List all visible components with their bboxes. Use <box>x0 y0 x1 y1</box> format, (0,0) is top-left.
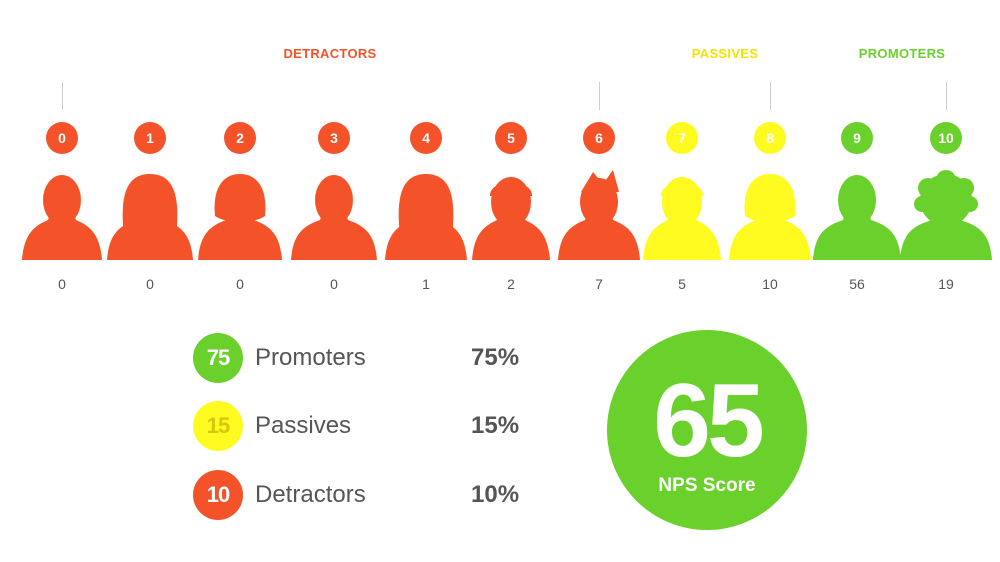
person-male-icon <box>22 175 102 260</box>
legend-row-detractors: 10 Detractors 10% <box>193 470 519 520</box>
person-curly-hair-icon <box>900 170 992 260</box>
legend-row-passives: 15 Passives 15% <box>193 401 519 451</box>
score-badge-2: 2 <box>224 122 256 154</box>
detractors-percentage: 10% <box>471 481 520 508</box>
person-male-short-hair-icon <box>472 177 550 260</box>
promoters-bracket-end <box>946 82 947 110</box>
detractors-count-circle: 10 <box>193 470 243 520</box>
passives-label: Passives <box>255 412 352 439</box>
score-badge-1: 1 <box>134 122 166 154</box>
nps-score-caption: NPS Score <box>658 475 756 496</box>
score-badge-9: 9 <box>841 122 873 154</box>
passives-count-circle: 15 <box>193 401 243 451</box>
passives-group-label: PASSIVES <box>691 46 759 61</box>
score-badge-3: 3 <box>318 122 350 154</box>
person-female-long-hair-icon <box>385 174 467 260</box>
legend-row-promoters: 75 Promoters 75% <box>193 333 519 383</box>
promoters-count-circle: 75 <box>193 333 243 383</box>
person-male-icon <box>291 175 377 260</box>
score-count-9: 56 <box>849 276 865 292</box>
score-count-8: 10 <box>762 276 778 292</box>
score-count-5: 2 <box>507 276 515 292</box>
nps-score-value: 65 <box>653 363 765 479</box>
score-badge-7: 7 <box>666 122 698 154</box>
score-count-4: 1 <box>422 276 430 292</box>
detractors-bracket-start <box>62 82 63 110</box>
detractors-bracket-end <box>599 82 600 110</box>
score-badge-8: 8 <box>754 122 786 154</box>
promoters-group-label: PROMOTERS <box>858 46 946 61</box>
score-count-10: 19 <box>938 276 954 292</box>
score-badge-4: 4 <box>410 122 442 154</box>
score-badge-6: 6 <box>583 122 615 154</box>
score-count-0: 0 <box>58 276 66 292</box>
detractors-label: Detractors <box>255 481 366 508</box>
person-female-long-hair-icon <box>107 174 193 260</box>
score-badge-0: 0 <box>46 122 78 154</box>
person-female-bob-icon <box>729 174 811 260</box>
score-count-3: 0 <box>330 276 338 292</box>
score-count-6: 7 <box>595 276 603 292</box>
score-badge-5: 5 <box>495 122 527 154</box>
promoters-label: Promoters <box>255 344 366 371</box>
score-count-1: 0 <box>146 276 154 292</box>
person-male-icon <box>813 175 901 260</box>
person-male-spiky-hair-icon <box>558 170 640 260</box>
score-count-7: 5 <box>678 276 686 292</box>
person-female-bob-icon <box>198 174 282 260</box>
person-male-short-hair-icon <box>643 177 721 260</box>
passives-bracket-end <box>770 82 771 110</box>
promoters-percentage: 75% <box>471 344 520 371</box>
nps-score-circle: 65 NPS Score <box>607 330 807 530</box>
detractors-group-label: DETRACTORS <box>283 46 377 61</box>
score-badge-10: 10 <box>930 122 962 154</box>
passives-percentage: 15% <box>471 412 520 439</box>
score-count-2: 0 <box>236 276 244 292</box>
